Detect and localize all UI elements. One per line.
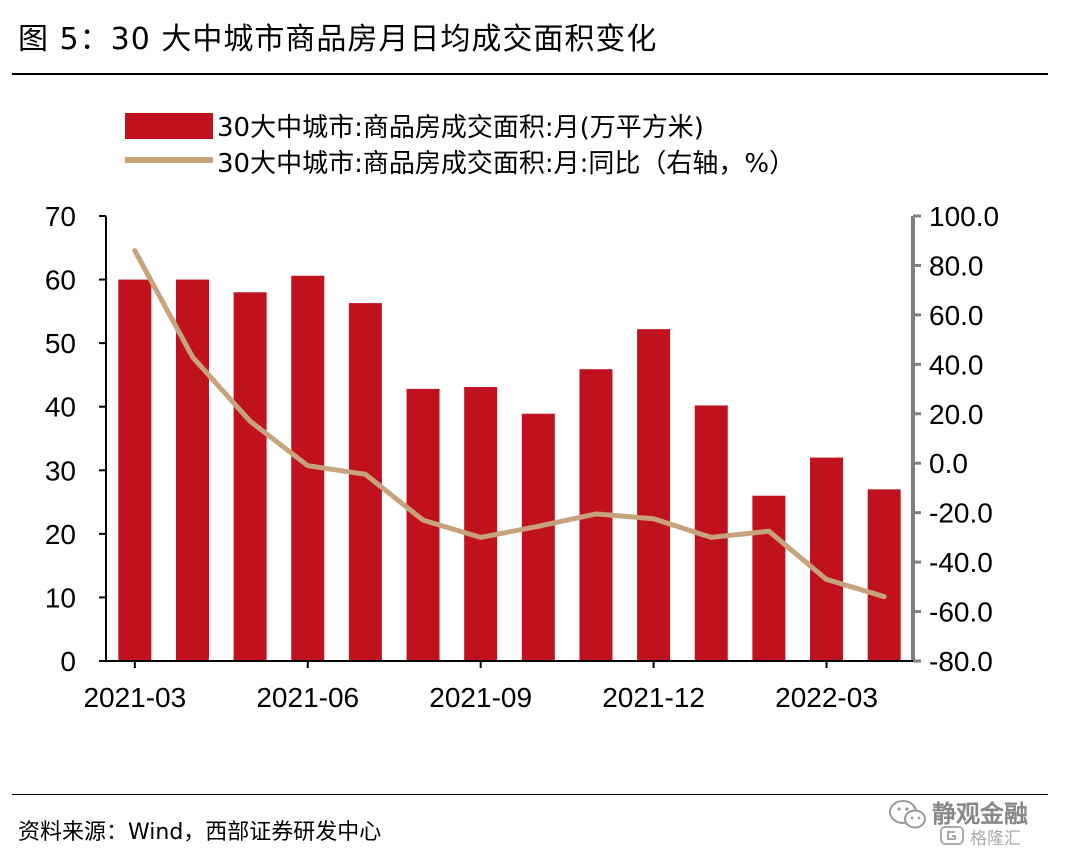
x-tick-label: 2021-12 bbox=[602, 682, 705, 713]
legend-label-line: 30大中城市:商品房成交面积:月:同比（右轴，%） bbox=[217, 149, 795, 179]
left-tick-label: 20 bbox=[45, 519, 76, 550]
gelonghui-logo-icon bbox=[940, 826, 964, 845]
left-tick-label: 0 bbox=[60, 646, 76, 677]
x-tick-label: 2022-03 bbox=[775, 682, 878, 713]
right-tick-label: 100.0 bbox=[929, 201, 999, 232]
left-tick-label: 10 bbox=[45, 582, 76, 613]
watermark-sub: 格隆汇 bbox=[970, 829, 1021, 849]
right-tick-label: -60.0 bbox=[929, 597, 993, 628]
x-tick-label: 2021-09 bbox=[429, 682, 532, 713]
left-tick-label: 50 bbox=[45, 328, 76, 359]
left-tick-label: 30 bbox=[45, 455, 76, 486]
legend-swatch-bar bbox=[125, 113, 213, 139]
right-tick-label: 60.0 bbox=[929, 300, 984, 331]
x-tick-label: 2021-03 bbox=[83, 682, 186, 713]
bar bbox=[464, 387, 498, 661]
right-tick-label: -80.0 bbox=[929, 646, 993, 677]
bar bbox=[752, 495, 786, 661]
bar bbox=[175, 279, 209, 661]
bar-series bbox=[118, 275, 901, 661]
left-tick-label: 40 bbox=[45, 392, 76, 423]
line-series bbox=[132, 248, 887, 600]
wechat-icon bbox=[889, 800, 926, 829]
legend: 30大中城市:商品房成交面积:月(万平方米) 30大中城市:商品房成交面积:月:… bbox=[125, 113, 795, 179]
axes: 0 10 20 30 40 50 60 70 -80.0 -60.0 -40.0 -20.0 0.0 20… bbox=[45, 201, 999, 713]
yoy-line bbox=[132, 248, 887, 600]
watermark: 静观金融 格隆汇 bbox=[888, 792, 1058, 850]
bar bbox=[233, 292, 267, 661]
right-tick-label: 80.0 bbox=[929, 250, 984, 281]
left-tick-label: 60 bbox=[45, 265, 76, 296]
right-tick-label: -20.0 bbox=[929, 498, 993, 529]
legend-label-bar: 30大中城市:商品房成交面积:月(万平方米) bbox=[217, 113, 704, 143]
bar bbox=[867, 489, 901, 661]
bar bbox=[637, 329, 671, 661]
figure-title: 图 5：30 大中城市商品房月日均成交面积变化 bbox=[18, 22, 658, 57]
bar bbox=[810, 457, 844, 661]
x-tick-label: 2021-06 bbox=[256, 682, 359, 713]
right-tick-label: -40.0 bbox=[929, 547, 993, 578]
watermark-brand: 静观金融 bbox=[932, 800, 1028, 828]
bar-line-chart: 30大中城市:商品房成交面积:月(万平方米) 30大中城市:商品房成交面积:月:… bbox=[45, 113, 999, 713]
bar bbox=[118, 279, 152, 661]
right-tick-label: 0.0 bbox=[929, 448, 968, 479]
source-note: 资料来源：Wind，西部证券研发中心 bbox=[18, 820, 382, 845]
bar bbox=[521, 413, 555, 661]
title-rule bbox=[12, 73, 1048, 75]
footer-rule bbox=[12, 794, 1048, 795]
right-tick-label: 20.0 bbox=[929, 399, 984, 430]
right-tick-label: 40.0 bbox=[929, 349, 984, 380]
left-tick-label: 70 bbox=[45, 201, 76, 232]
